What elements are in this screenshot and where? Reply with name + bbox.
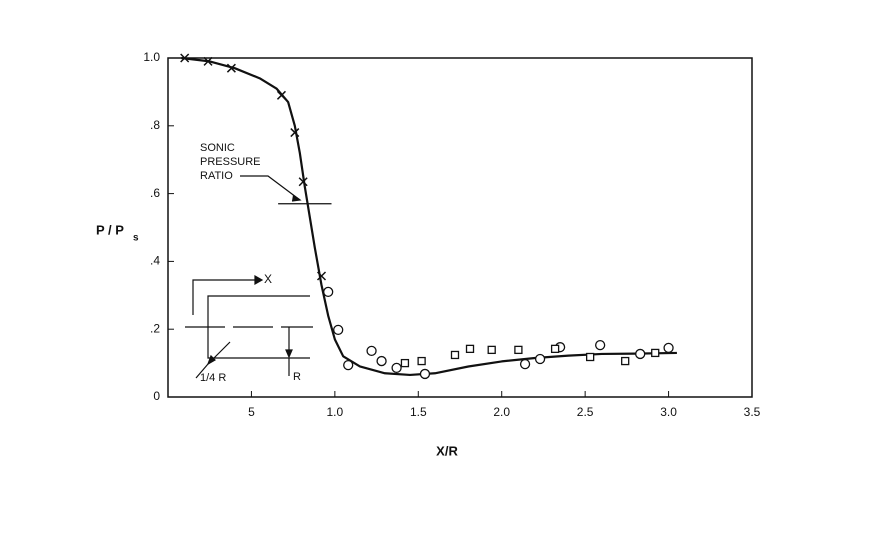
square-marker	[514, 345, 523, 355]
x-tick-label: 3.5	[744, 405, 761, 419]
square-marker	[400, 358, 410, 368]
y-tick-label: 1.0	[143, 50, 160, 64]
square-marker	[465, 344, 475, 354]
x-tick-label: 5	[248, 405, 255, 419]
x-marker	[290, 128, 300, 138]
y-tick-label: .2	[150, 321, 160, 335]
x-tick-label: 1.0	[327, 405, 344, 419]
x-marker	[298, 177, 308, 187]
circle-marker	[635, 348, 646, 360]
annotation: PRESSURE	[200, 156, 261, 168]
x-marker	[203, 56, 213, 66]
square-marker	[621, 356, 630, 366]
circle-marker	[323, 286, 334, 298]
x-marker	[276, 90, 286, 100]
square-marker	[487, 345, 496, 355]
circle-marker	[391, 362, 402, 373]
square-marker	[651, 348, 660, 358]
circle-marker	[333, 324, 344, 336]
annotation: SONIC	[200, 142, 235, 154]
y-tick-label: .8	[150, 118, 160, 132]
x-marker	[226, 63, 236, 73]
x-marker	[180, 53, 190, 63]
square-marker	[417, 356, 426, 366]
x-tick-label: 2.0	[493, 405, 510, 419]
circle-marker	[419, 368, 431, 380]
x-tick-label: 3.0	[660, 405, 677, 419]
circle-marker	[534, 353, 546, 365]
square-marker	[550, 344, 560, 354]
x-tick-label: 1.5	[410, 405, 427, 419]
annotation-arrow	[240, 175, 302, 202]
circle-marker	[595, 339, 606, 351]
inset-label: X	[264, 272, 272, 286]
inset-label: R	[293, 371, 301, 383]
annotation: RATIO	[200, 170, 233, 182]
curve	[181, 56, 677, 377]
inset-label: 1/4 R	[200, 372, 226, 384]
y-tick-label: .6	[150, 186, 160, 200]
y-axis-label: P / P	[96, 222, 124, 237]
square-marker	[450, 350, 460, 360]
x-marker	[316, 271, 327, 281]
circle-marker	[519, 358, 531, 370]
x-axis-label: X/R	[436, 443, 458, 458]
x-tick-label: 2.5	[577, 405, 594, 419]
inset-diagram	[185, 274, 313, 379]
y-axis-label-subscript: s	[133, 233, 139, 244]
circle-marker	[343, 359, 354, 371]
circle-marker	[376, 355, 387, 367]
y-tick-label: .4	[150, 254, 160, 268]
circle-marker	[366, 345, 377, 357]
circle-marker	[663, 342, 674, 353]
square-marker	[585, 352, 595, 362]
plot-frame	[167, 57, 753, 398]
y-tick-label: 0	[153, 389, 160, 403]
